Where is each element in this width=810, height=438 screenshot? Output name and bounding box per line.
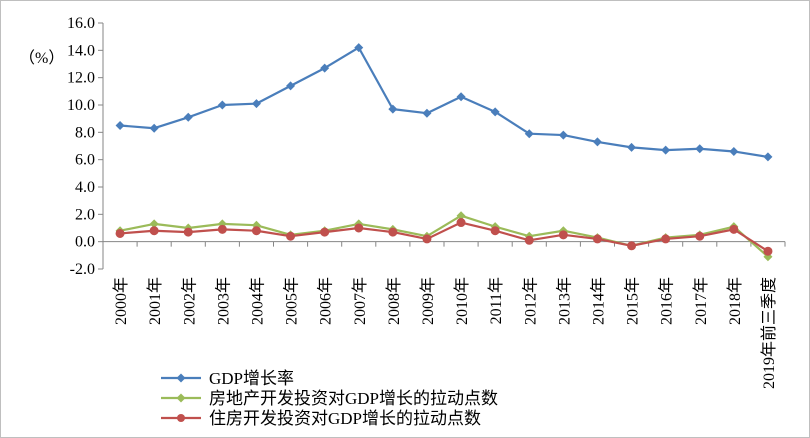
data-point <box>183 112 193 122</box>
legend-item: 住房开发投资对GDP增长的拉动点数 <box>161 409 481 428</box>
data-point <box>388 227 398 237</box>
data-point <box>661 234 671 244</box>
data-point <box>695 144 705 154</box>
data-point <box>558 130 568 140</box>
legend-marker <box>176 373 186 383</box>
data-point <box>149 123 159 133</box>
series-line <box>119 214 769 258</box>
x-tick-label: 2010年 <box>453 277 471 325</box>
x-tick-label: 2008年 <box>385 277 403 325</box>
data-point <box>422 108 432 118</box>
data-point <box>251 226 261 236</box>
x-tick-label: 2005年 <box>283 277 301 325</box>
x-tick-label: 2019年前三季度 <box>760 277 778 389</box>
y-tick-label: 10.0 <box>67 97 95 114</box>
series-line <box>119 46 769 159</box>
data-point <box>217 100 227 110</box>
data-point <box>456 92 466 102</box>
legend-label: 住房开发投资对GDP增长的拉动点数 <box>209 409 481 428</box>
series-3 <box>115 218 773 256</box>
data-point <box>627 241 637 251</box>
x-tick-label: 2012年 <box>521 277 539 325</box>
x-tick-label: 2016年 <box>658 277 676 325</box>
data-point <box>354 223 364 233</box>
x-tick-label: 2011年 <box>487 277 505 324</box>
data-point <box>354 43 364 53</box>
data-point <box>422 234 432 244</box>
data-point <box>217 224 227 234</box>
data-point <box>388 104 398 114</box>
data-point <box>490 107 500 117</box>
legend-label: 房地产开发投资对GDP增长的拉动点数 <box>209 389 498 408</box>
series-layer <box>115 43 773 262</box>
x-tick-label: 2002年 <box>180 277 198 325</box>
data-point <box>286 231 296 241</box>
data-point <box>115 121 125 130</box>
y-tick-label: -2.0 <box>70 261 95 278</box>
legend-item: GDP增长率 <box>161 369 294 388</box>
y-tick-label: 0.0 <box>75 234 95 251</box>
x-tick-label: 2009年 <box>419 277 437 325</box>
legend-label: GDP增长率 <box>209 369 294 388</box>
legend-marker <box>176 393 186 403</box>
x-tick-label: 2013年 <box>555 277 573 325</box>
data-point <box>661 145 671 155</box>
y-tick-label: 6.0 <box>75 152 95 169</box>
series-1 <box>115 43 773 162</box>
data-point <box>524 129 534 139</box>
x-tick-label: 2000年 <box>112 277 130 325</box>
data-point <box>320 63 330 73</box>
legend-marker <box>177 414 185 422</box>
series-2 <box>115 211 773 262</box>
x-tick-label: 2003年 <box>214 277 232 325</box>
data-point <box>286 81 296 91</box>
y-tick-label: 4.0 <box>75 179 95 196</box>
x-tick-label: 2017年 <box>692 277 710 325</box>
legend-item: 房地产开发投资对GDP增长的拉动点数 <box>161 389 498 408</box>
data-point <box>558 230 568 240</box>
data-point <box>592 234 602 244</box>
data-point <box>627 142 637 152</box>
y-tick-label: 2.0 <box>75 206 95 223</box>
x-tick-label: 2001年 <box>146 277 164 325</box>
data-point <box>695 231 705 241</box>
data-point <box>149 219 159 229</box>
legend: GDP增长率房地产开发投资对GDP增长的拉动点数住房开发投资对GDP增长的拉动点… <box>161 369 498 428</box>
x-tick-label: 2015年 <box>624 277 642 325</box>
axes: 16.0 14.0 12.0 10.0 8.0 6.0 4.0 2.0 0.0 -2.0 （%） 20… <box>19 15 786 389</box>
data-point <box>149 226 159 236</box>
data-point <box>763 152 773 162</box>
y-tick-label: 12.0 <box>67 70 95 87</box>
series-line <box>119 221 769 253</box>
data-point <box>524 235 534 245</box>
data-point <box>251 99 261 109</box>
x-tick-label: 2006年 <box>317 277 335 325</box>
data-point <box>490 226 500 236</box>
data-point <box>320 227 330 237</box>
data-point <box>115 228 125 238</box>
y-tick-label: 16.0 <box>67 15 95 32</box>
data-point <box>592 137 602 147</box>
x-tick-label: 2007年 <box>351 277 369 325</box>
y-tick-label: 8.0 <box>75 124 95 141</box>
y-tick-label: 14.0 <box>67 42 95 59</box>
data-point <box>729 224 739 234</box>
data-point <box>729 146 739 156</box>
x-tick-label: 2014年 <box>589 277 607 325</box>
data-point <box>456 218 466 228</box>
x-tick-label: 2004年 <box>248 277 266 325</box>
data-point <box>763 246 773 256</box>
data-point <box>456 211 466 221</box>
x-tick-label: 2018年 <box>726 277 744 325</box>
y-axis-unit-label: （%） <box>19 49 64 67</box>
data-point <box>183 227 193 237</box>
